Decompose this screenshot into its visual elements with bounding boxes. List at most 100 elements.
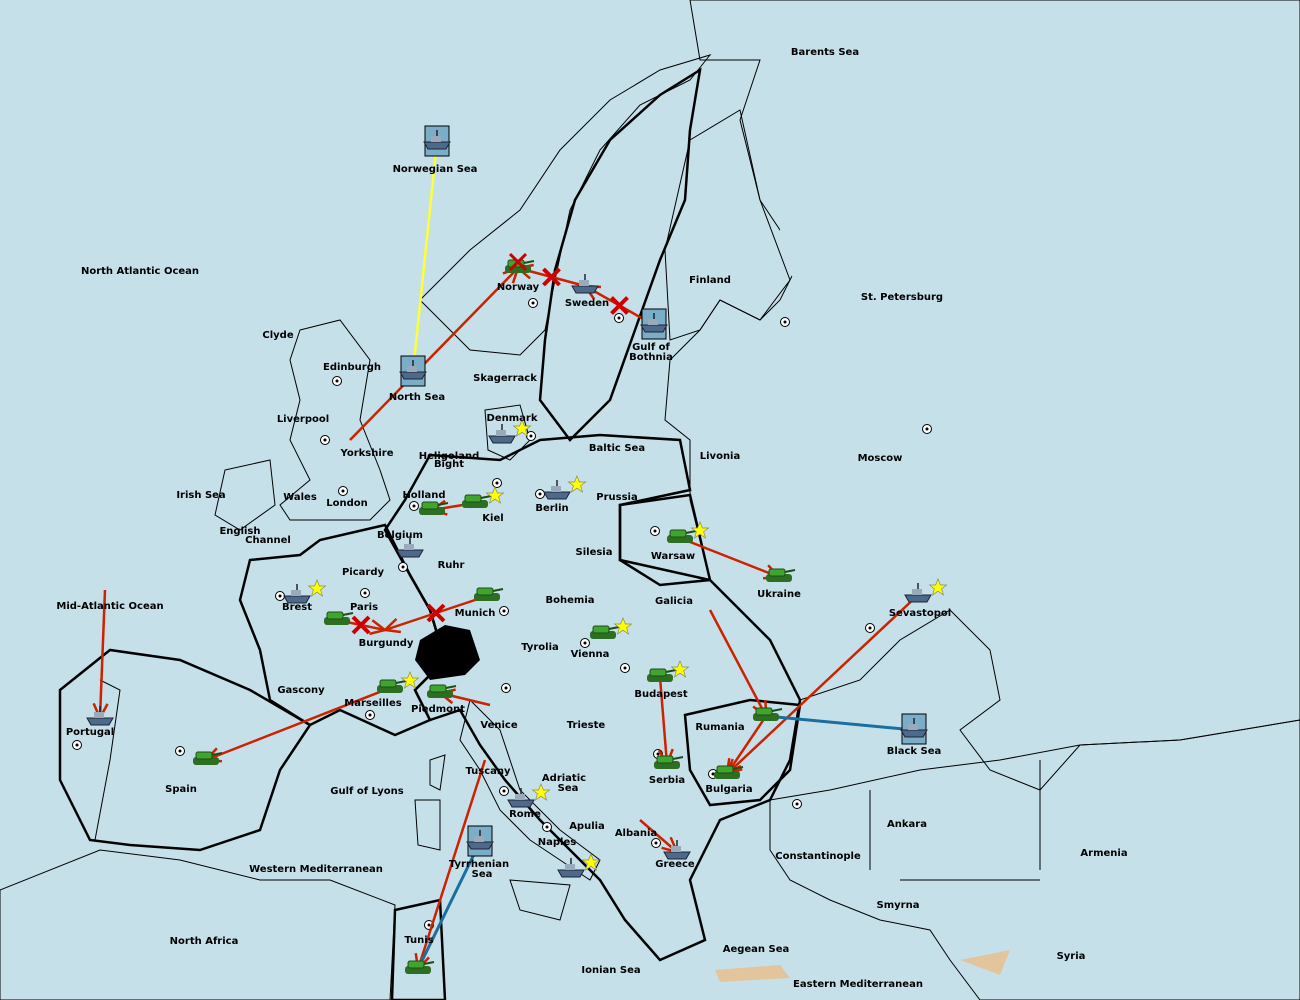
army-unit-piedmont[interactable] <box>427 684 457 698</box>
territory-britain[interactable] <box>279 319 391 521</box>
army-unit-serbia[interactable] <box>654 755 684 769</box>
fleet-unit-greece[interactable] <box>663 840 691 860</box>
territory-sweden[interactable] <box>538 67 702 442</box>
tank-icon <box>195 751 213 760</box>
fleet-unit-portugal[interactable] <box>86 706 114 726</box>
fleet-unit-sevastopol[interactable] <box>904 578 948 603</box>
army-unit-norway[interactable] <box>505 252 535 273</box>
army-unit-rumania[interactable] <box>753 707 783 721</box>
label-north-sea: North Sea <box>389 392 445 403</box>
order-support-black-sea-to-rumania <box>765 714 915 732</box>
star-icon <box>690 521 710 539</box>
label-vienna: Vienna <box>571 649 610 660</box>
fleet-unit-denmark[interactable] <box>488 419 532 444</box>
ship-icon <box>571 285 599 294</box>
territory-switzerland <box>415 625 480 680</box>
failed-order-x-icon <box>426 603 446 623</box>
army-unit-warsaw[interactable] <box>667 521 710 543</box>
tank-icon <box>592 625 610 634</box>
fleet-unit-belgium[interactable] <box>396 538 424 558</box>
fleet-unit-black-sea[interactable] <box>900 713 928 745</box>
tank-icon <box>421 501 439 510</box>
tank-icon <box>379 679 397 688</box>
army-unit-tunis[interactable] <box>405 960 435 974</box>
territory-ireland[interactable] <box>214 459 276 531</box>
army-unit-bulgaria[interactable] <box>714 765 744 779</box>
territory-finland[interactable] <box>664 109 791 341</box>
label-tuscany: Tuscany <box>465 766 511 777</box>
army-unit-marseilles[interactable] <box>377 671 420 693</box>
star-icon <box>307 579 327 597</box>
label-munich: Munich <box>455 608 496 619</box>
label-norwegian-sea: Norwegian Sea <box>393 164 478 175</box>
label-livonia: Livonia <box>700 451 740 462</box>
label-norway: Norway <box>497 282 540 293</box>
label-adriatic: Adriatic <box>542 773 586 784</box>
ship-icon <box>423 141 451 150</box>
label-aegean-sea: Aegean Sea <box>723 944 790 955</box>
ship-icon <box>507 799 535 808</box>
label-skagerrack: Skagerrack <box>473 373 537 384</box>
label-denmark: Denmark <box>487 413 538 424</box>
label-bohemia: Bohemia <box>546 595 595 606</box>
ship-icon <box>399 371 427 380</box>
label-greece: Greece <box>655 859 695 870</box>
fleet-unit-sweden[interactable] <box>571 274 599 294</box>
ship-icon <box>640 324 668 333</box>
label-wales: Wales <box>283 492 317 503</box>
label-venice: Venice <box>480 720 517 731</box>
label-rumania: Rumania <box>695 722 744 733</box>
territory-tunis[interactable] <box>390 898 447 1000</box>
ship-icon <box>900 729 928 738</box>
label-galicia: Galicia <box>655 596 693 607</box>
fleet-unit-gulf-of-bothnia[interactable] <box>640 308 668 340</box>
fleet-unit-norwegian-sea[interactable] <box>423 125 451 157</box>
territory-france[interactable] <box>238 523 447 737</box>
label-finland: Finland <box>689 275 731 286</box>
army-unit-spain[interactable] <box>193 751 223 765</box>
army-unit-budapest[interactable] <box>647 660 690 682</box>
label-warsaw: Warsaw <box>651 551 695 562</box>
territory-north-africa[interactable] <box>0 849 396 1000</box>
fleet-unit-rome[interactable] <box>507 783 551 808</box>
label-north-atlantic-ocean: North Atlantic Ocean <box>81 266 199 277</box>
fleet-unit-naples[interactable] <box>557 853 601 878</box>
ship-icon <box>86 717 114 726</box>
star-icon <box>512 419 532 437</box>
star-icon <box>567 475 587 493</box>
territory-iberia[interactable] <box>58 648 312 852</box>
fleet-unit-tyrrhenian-sea[interactable] <box>466 825 494 857</box>
label-bight: Bight <box>434 459 464 470</box>
fleet-unit-brest[interactable] <box>283 579 327 604</box>
label-western-mediterranean: Western Mediterranean <box>249 864 383 875</box>
label-english: English <box>219 526 260 537</box>
label-tyrrhenian: Tyrrhenian <box>449 859 509 870</box>
star-icon <box>581 853 601 871</box>
army-unit-kiel[interactable] <box>462 486 505 508</box>
label-irish-sea: Irish Sea <box>176 490 225 501</box>
tank-icon <box>649 668 667 677</box>
army-unit-paris[interactable] <box>324 611 354 625</box>
army-unit-ukraine[interactable] <box>766 568 796 582</box>
army-unit-holland[interactable] <box>419 501 449 515</box>
fleet-unit-berlin[interactable] <box>543 475 587 500</box>
army-unit-munich[interactable] <box>474 587 504 601</box>
label-prussia: Prussia <box>596 492 637 503</box>
territory-turkey[interactable] <box>769 719 1300 1000</box>
star-icon <box>613 617 633 635</box>
supply-centers <box>72 298 932 930</box>
ship-icon <box>396 549 424 558</box>
fleet-unit-north-sea[interactable] <box>399 355 427 387</box>
label-smyrna: Smyrna <box>877 900 920 911</box>
ship-icon <box>466 841 494 850</box>
label-ankara: Ankara <box>887 819 927 830</box>
label-yorkshire: Yorkshire <box>340 448 394 459</box>
label-holland: Holland <box>402 490 445 501</box>
star-icon <box>400 671 420 689</box>
tank-icon <box>669 529 687 538</box>
army-unit-vienna[interactable] <box>590 617 633 639</box>
territory-warsaw[interactable] <box>618 493 712 587</box>
label-picardy: Picardy <box>342 567 385 578</box>
